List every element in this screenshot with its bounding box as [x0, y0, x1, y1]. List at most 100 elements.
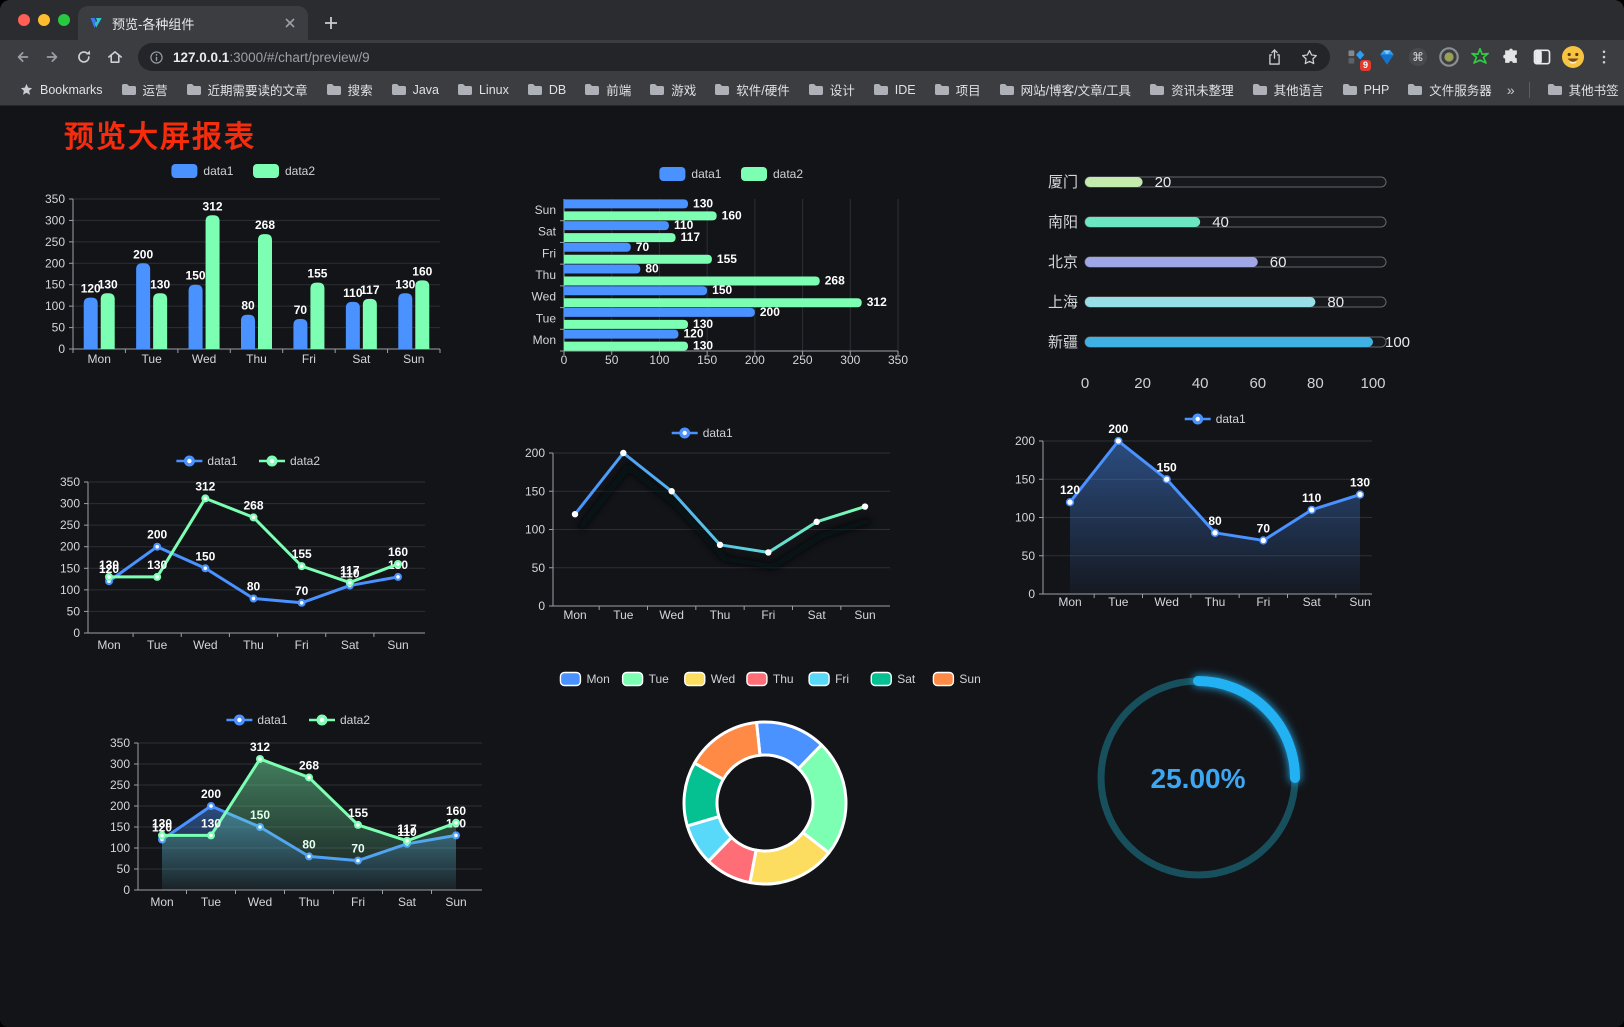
extension-command-icon[interactable]: ⌘ — [1406, 45, 1430, 69]
bookmark-folder[interactable]: 近期需要读的文章 — [177, 78, 317, 102]
chart-gauge[interactable]: 25.00% — [1060, 671, 1345, 896]
svg-text:data1: data1 — [703, 426, 733, 440]
svg-text:110: 110 — [343, 286, 363, 300]
svg-text:155: 155 — [292, 547, 312, 561]
bookmark-folder[interactable]: 文件服务器 — [1398, 78, 1501, 102]
chart-progress-bars[interactable]: 厦门 20 南阳 40 北京 60 上海 80 新疆 100 0 20 40 60 80 100 — [1000, 166, 1420, 396]
svg-text:300: 300 — [45, 213, 65, 227]
minimize-window-button[interactable] — [38, 14, 50, 26]
svg-text:160: 160 — [412, 264, 432, 278]
bookmark-folder[interactable]: 游戏 — [640, 78, 705, 102]
bookmark-folder[interactable]: 软件/硬件 — [705, 78, 798, 102]
svg-text:40: 40 — [1212, 214, 1229, 231]
svg-text:Wed: Wed — [711, 672, 735, 686]
bookmark-folder-label: DB — [548, 82, 567, 97]
new-tab-button[interactable] — [318, 10, 344, 36]
browser-toolbar: 127.0.0.1:3000/#/chart/preview/9 9 — [0, 40, 1624, 74]
page-info-icon[interactable] — [148, 49, 165, 66]
extensions-area: 9 ⌘ — [1344, 45, 1616, 71]
reload-button[interactable] — [70, 43, 97, 71]
svg-text:300: 300 — [110, 757, 130, 771]
folder-icon — [1252, 84, 1267, 95]
back-button[interactable] — [8, 43, 35, 71]
chart-line-area[interactable]: data1 0 50 100 150 200 Mon Tue Wed Thu Fri Sat Sun 12… — [995, 406, 1395, 618]
forward-button[interactable] — [39, 43, 66, 71]
macos-traffic-lights[interactable] — [18, 14, 70, 26]
bookmark-folder[interactable]: IDE — [864, 78, 925, 102]
svg-text:Sun: Sun — [959, 672, 980, 686]
svg-text:data2: data2 — [340, 713, 370, 727]
active-tab[interactable]: 预览-各种组件 — [78, 6, 308, 40]
home-button[interactable] — [101, 43, 128, 71]
svg-text:Wed: Wed — [192, 352, 216, 366]
svg-text:南阳: 南阳 — [1048, 214, 1078, 231]
svg-text:data1: data1 — [691, 167, 721, 181]
svg-text:厦门: 厦门 — [1048, 174, 1078, 191]
folder-icon — [934, 84, 949, 95]
side-panel-button[interactable] — [1530, 45, 1554, 69]
svg-text:120: 120 — [1060, 483, 1080, 497]
bookmark-folder[interactable]: 运营 — [112, 78, 177, 102]
chart-line-dual[interactable]: data1 data2 0 50 100 150 200 250 300 350 Mon Tue Wed… — [31, 448, 446, 663]
url-text[interactable]: 127.0.0.1:3000/#/chart/preview/9 — [173, 50, 1264, 65]
bookmark-folder[interactable]: 项目 — [925, 78, 990, 102]
chart-grouped-bar[interactable]: data1 data2 0 50 100 150 200 250 300 350 Mon 120 130… — [31, 156, 446, 372]
chart-donut[interactable]: Mon Tue Wed Thu Fri Sat Sun — [545, 661, 995, 931]
bookmark-folder[interactable]: Java — [382, 78, 448, 102]
bookmark-folder[interactable]: Linux — [448, 78, 518, 102]
svg-text:150: 150 — [1157, 460, 1177, 474]
folder-icon — [527, 84, 542, 95]
bookmark-folder[interactable]: 资讯未整理 — [1140, 78, 1243, 102]
extension-userscript-icon[interactable]: 9 — [1344, 45, 1371, 71]
svg-text:80: 80 — [1307, 375, 1324, 392]
profile-avatar[interactable] — [1561, 45, 1585, 69]
extensions-puzzle-button[interactable] — [1499, 45, 1523, 69]
bookmark-folder[interactable]: 网站/博客/文章/工具 — [990, 78, 1140, 102]
svg-text:Mon: Mon — [533, 333, 556, 347]
bookmark-folder[interactable]: 前端 — [575, 78, 640, 102]
svg-text:100: 100 — [1015, 511, 1035, 525]
svg-text:160: 160 — [446, 804, 466, 818]
svg-text:data2: data2 — [290, 454, 320, 468]
svg-text:150: 150 — [45, 278, 65, 292]
svg-text:268: 268 — [255, 218, 275, 232]
svg-text:200: 200 — [1108, 422, 1128, 436]
extension-gem-icon[interactable] — [1375, 45, 1399, 69]
bookmarks-overflow-button[interactable]: » — [1506, 81, 1515, 98]
browser-menu-button[interactable] — [1592, 45, 1616, 69]
share-icon[interactable] — [1264, 47, 1285, 68]
svg-text:Tue: Tue — [649, 672, 670, 686]
bookmark-star-icon[interactable] — [1299, 47, 1320, 68]
address-bar[interactable]: 127.0.0.1:3000/#/chart/preview/9 — [138, 43, 1330, 71]
bookmark-folder[interactable]: PHP — [1333, 78, 1399, 102]
bookmark-folder-label: Java — [412, 82, 439, 97]
chart-line-gradient[interactable]: data1 0 50 100 150 200 Mon Tue Wed Thu Fri Sat Sun — [505, 421, 905, 626]
svg-text:250: 250 — [60, 518, 80, 532]
bookmark-folder-label: 文件服务器 — [1429, 84, 1492, 98]
svg-text:160: 160 — [722, 208, 742, 222]
bookmark-folder[interactable]: DB — [518, 78, 575, 102]
tab-close-icon[interactable] — [282, 15, 298, 31]
bookmarks-manager[interactable]: Bookmarks — [10, 78, 112, 102]
svg-text:117: 117 — [681, 230, 701, 244]
svg-text:120: 120 — [684, 327, 704, 341]
tab-favicon — [90, 18, 102, 28]
extension-recorder-icon[interactable] — [1437, 45, 1461, 69]
svg-text:110: 110 — [1302, 491, 1322, 505]
svg-text:268: 268 — [299, 758, 319, 772]
svg-text:312: 312 — [250, 740, 270, 754]
bookmark-folder[interactable]: 其他语言 — [1243, 78, 1333, 102]
chart-horizontal-bar[interactable]: data1 data2 0 50 100 150 200 250 300 350 Mon 120 130… — [505, 161, 908, 376]
svg-text:Thu: Thu — [773, 672, 794, 686]
svg-text:250: 250 — [793, 353, 813, 367]
chart-line-area-dual[interactable]: data1 data2 0 50 100 150 200 250 300 350 Mon Tue Wed… — [100, 706, 500, 921]
maximize-window-button[interactable] — [58, 14, 70, 26]
svg-text:50: 50 — [67, 604, 81, 618]
svg-text:312: 312 — [195, 479, 215, 493]
bookmark-folder[interactable]: 搜索 — [317, 78, 382, 102]
folder-icon — [650, 84, 665, 95]
close-window-button[interactable] — [18, 14, 30, 26]
bookmark-folder[interactable]: 设计 — [799, 78, 864, 102]
extension-star-icon[interactable] — [1468, 45, 1492, 69]
other-bookmarks-folder[interactable]: 其他书签 — [1538, 78, 1624, 102]
